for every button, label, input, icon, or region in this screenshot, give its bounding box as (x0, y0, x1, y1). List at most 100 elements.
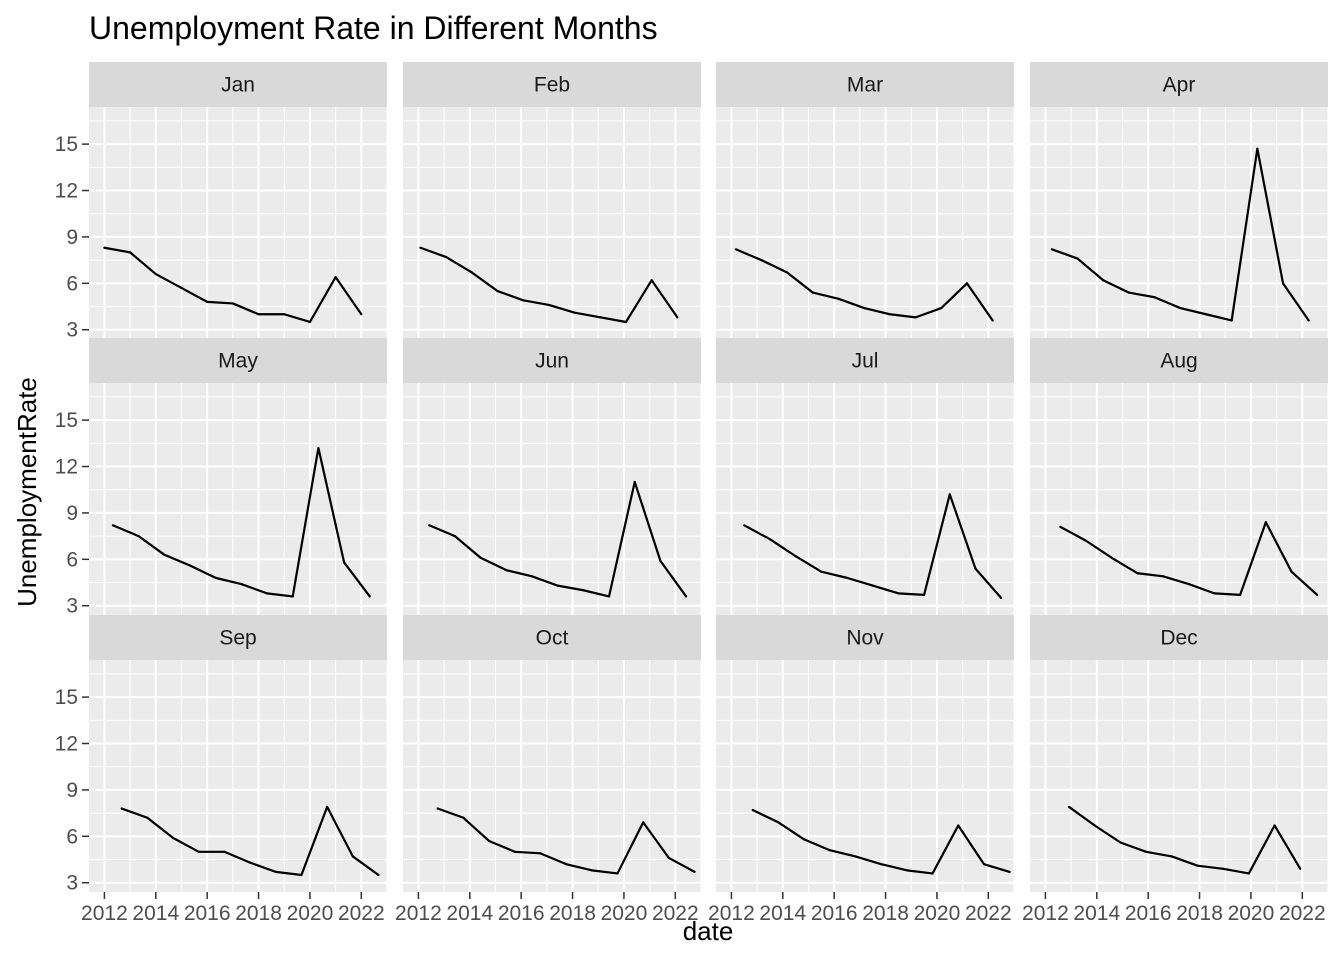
data-point-mar (837, 297, 840, 300)
data-point-feb (522, 299, 525, 302)
data-point-aug (1290, 570, 1293, 573)
data-point-sep (377, 873, 380, 877)
x-tick-label: 2020 (287, 902, 334, 925)
data-point-jan (283, 313, 286, 316)
data-point-jun (556, 584, 559, 587)
y-tick-label: 12 (55, 733, 78, 756)
strip-label-may: May (218, 350, 258, 373)
data-point-sep (171, 836, 175, 839)
y-tick-label: 6 (66, 272, 78, 295)
data-point-jun (428, 524, 431, 527)
data-point-feb (676, 316, 679, 319)
data-point-dec (1299, 867, 1302, 870)
data-point-jan (257, 313, 260, 316)
data-point-oct (693, 870, 696, 873)
data-point-feb (470, 271, 473, 274)
y-tick-label: 15 (55, 686, 78, 709)
data-point-sep (274, 870, 277, 873)
x-tick-label: 2020 (914, 902, 961, 925)
data-point-sep (248, 861, 252, 864)
data-point-mar (811, 291, 814, 294)
data-point-aug (1084, 539, 1088, 542)
data-point-jul (948, 493, 951, 496)
data-point-may (291, 595, 294, 598)
plot-background-dec (1030, 660, 1328, 892)
data-point-apr (1076, 257, 1079, 260)
data-point-jun (659, 559, 662, 562)
facet-panels: Jan 3 6 9 12 15 Feb Mar Apr May 3 6 9 12 15 Jun Jul Aug Se… (55, 62, 1329, 925)
data-point-jan (360, 313, 363, 316)
x-tick-label: 2012 (708, 902, 755, 925)
data-point-jun (582, 589, 585, 592)
plot-background-oct (403, 660, 701, 892)
data-point-aug (1316, 593, 1319, 596)
y-tick-label: 3 (66, 595, 78, 618)
data-point-jul (794, 555, 797, 558)
data-point-oct (513, 850, 516, 853)
panel-mar: Mar (716, 62, 1015, 339)
data-point-aug (1059, 525, 1062, 528)
data-point-apr (1256, 147, 1259, 150)
x-tick-label: 2022 (965, 902, 1012, 925)
data-point-mar (863, 306, 866, 310)
panel-nov: Nov 2012 2014 2016 2018 2020 2022 (708, 615, 1015, 925)
strip-label-oct: Oct (536, 627, 569, 650)
data-point-feb (650, 279, 653, 282)
data-point-nov (982, 863, 986, 866)
data-point-aug (1110, 556, 1113, 559)
y-tick-label: 6 (66, 548, 78, 571)
panel-jan: Jan 3 6 9 12 15 (55, 62, 388, 342)
data-point-mar (786, 271, 789, 274)
x-tick-label: 2018 (1176, 902, 1223, 925)
data-point-jan (180, 286, 183, 290)
y-tick-label: 9 (66, 502, 78, 525)
data-point-may (137, 535, 140, 538)
data-point-feb (599, 316, 602, 319)
data-point-oct (487, 839, 491, 843)
data-point-oct (642, 821, 645, 824)
x-tick-label: 2016 (1125, 902, 1172, 925)
x-tick-label: 2018 (549, 902, 596, 925)
strip-jun (403, 338, 701, 383)
data-point-jan (206, 300, 209, 303)
strip-label-jun: Jun (535, 350, 569, 373)
strip-label-nov: Nov (846, 627, 884, 650)
y-tick-label: 9 (66, 226, 78, 249)
data-point-may (111, 524, 114, 527)
strip-label-jul: Jul (852, 350, 879, 373)
y-tick-label: 15 (55, 409, 78, 432)
data-point-nov (828, 849, 831, 852)
data-point-feb (496, 289, 499, 293)
data-point-jun (530, 575, 534, 578)
data-point-jun (453, 535, 456, 538)
x-tick-label: 2014 (759, 902, 806, 925)
x-tick-label: 2022 (338, 902, 385, 925)
y-tick-label: 15 (55, 133, 78, 156)
data-point-sep (146, 816, 149, 819)
data-point-jul (871, 584, 874, 587)
data-point-jun (607, 595, 611, 598)
data-point-mar (991, 319, 994, 322)
data-point-sep (223, 850, 226, 853)
data-point-apr (1127, 291, 1131, 294)
strip-label-feb: Feb (534, 74, 570, 97)
data-point-apr (1153, 296, 1156, 299)
data-point-feb (445, 255, 448, 259)
data-point-dec (1093, 824, 1096, 827)
panel-apr: Apr (1030, 62, 1329, 339)
strip-dec (1030, 615, 1328, 660)
data-point-sep (351, 855, 354, 858)
strip-aug (1030, 338, 1328, 383)
plot-background-nov (716, 660, 1014, 892)
plot-background-aug (1030, 383, 1328, 615)
data-point-jul (743, 524, 746, 527)
data-point-jul (820, 570, 823, 573)
data-point-apr (1204, 313, 1208, 316)
x-tick-label: 2012 (395, 902, 442, 925)
data-point-apr (1179, 306, 1182, 310)
data-point-jan (154, 272, 157, 276)
data-point-apr (1230, 319, 1233, 322)
x-tick-label: 2016 (184, 902, 231, 925)
strip-jul (716, 338, 1014, 383)
